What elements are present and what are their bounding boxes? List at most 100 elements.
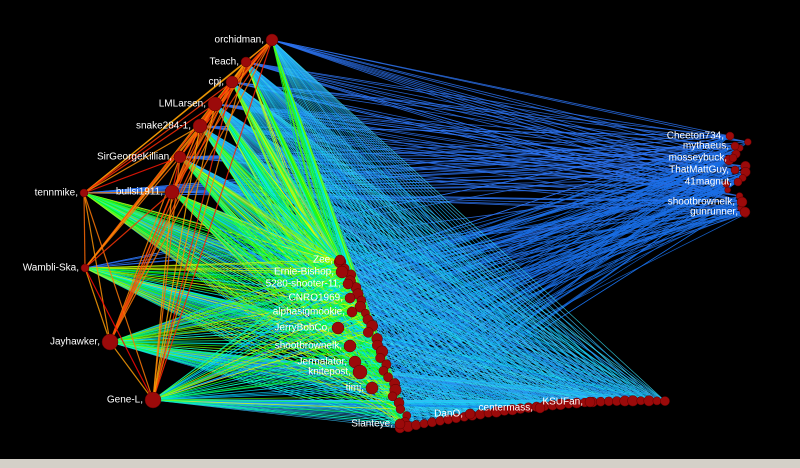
node-label: ThatMattGuy, <box>669 165 729 176</box>
edge <box>171 191 361 308</box>
edge <box>271 39 373 389</box>
edge <box>271 39 441 422</box>
edge <box>109 81 233 343</box>
node <box>362 327 374 338</box>
edge <box>152 325 373 401</box>
edge <box>271 39 618 402</box>
edge <box>152 280 351 401</box>
edge <box>171 191 362 301</box>
node-label: Zee, <box>313 255 333 266</box>
node-label: 5280-shooter-11, <box>266 279 341 290</box>
node-label: Cheeton734, <box>667 131 724 142</box>
edge <box>152 327 339 401</box>
node <box>80 263 90 273</box>
edge <box>152 387 373 401</box>
edge <box>83 103 216 194</box>
nodes <box>79 33 752 434</box>
node-label: Gene-L, <box>107 395 143 406</box>
node <box>101 333 119 351</box>
edge <box>231 81 634 402</box>
edge <box>109 341 154 401</box>
node <box>730 141 740 151</box>
edge <box>271 39 341 263</box>
edge <box>179 156 666 402</box>
edge <box>83 192 366 314</box>
edge <box>84 261 341 269</box>
edge <box>83 156 181 194</box>
edge <box>84 267 577 404</box>
edge <box>214 103 352 276</box>
edge <box>171 191 387 365</box>
edge <box>83 192 383 352</box>
edge <box>271 39 734 159</box>
edge <box>245 61 666 402</box>
taskbar <box>0 459 800 468</box>
node-label: 41magnut, <box>685 177 732 188</box>
edge <box>152 287 357 401</box>
node <box>365 381 379 395</box>
edge <box>152 357 381 401</box>
edge <box>84 267 362 301</box>
edge <box>83 192 154 401</box>
edge <box>109 271 343 343</box>
edge <box>109 312 366 343</box>
edge <box>83 159 730 194</box>
edge <box>271 39 626 402</box>
edge <box>361 169 736 301</box>
edge <box>109 280 351 343</box>
edge <box>171 189 728 193</box>
edge <box>152 364 387 401</box>
edge <box>152 370 384 401</box>
node <box>730 165 740 175</box>
edge <box>152 319 368 401</box>
node-label: tennmike, <box>35 188 78 199</box>
edge <box>214 103 373 327</box>
node <box>375 353 386 363</box>
node-label: mosseybuck, <box>669 153 727 164</box>
edge <box>179 156 341 263</box>
edge <box>271 39 634 402</box>
node <box>464 408 476 420</box>
edge <box>83 192 378 340</box>
edge <box>109 341 406 423</box>
node <box>728 153 738 163</box>
edge <box>84 191 173 269</box>
edge <box>83 125 201 194</box>
edge <box>152 399 405 423</box>
edge <box>83 61 247 194</box>
edge <box>84 267 111 343</box>
node-label: cpj, <box>208 77 224 88</box>
node <box>164 184 180 200</box>
node <box>643 395 655 407</box>
edge <box>83 192 351 282</box>
edge <box>271 39 749 143</box>
node <box>604 396 614 407</box>
edge <box>152 191 173 401</box>
edge <box>179 156 387 365</box>
edge <box>171 191 634 402</box>
edge <box>109 293 358 343</box>
node <box>173 150 187 164</box>
edge <box>109 287 357 343</box>
edge <box>83 135 730 194</box>
edge <box>83 192 86 269</box>
edge <box>84 125 201 269</box>
edge <box>171 191 359 295</box>
edge <box>109 319 368 343</box>
node-label: JerryBobCo, <box>274 323 330 334</box>
edge <box>84 267 343 273</box>
node <box>744 138 752 146</box>
edge <box>152 103 216 401</box>
node <box>192 118 208 134</box>
edge <box>377 169 736 346</box>
node <box>736 196 748 208</box>
edge <box>386 177 743 365</box>
edge <box>84 267 389 378</box>
edge <box>171 191 351 282</box>
edge <box>84 267 356 288</box>
edge <box>83 177 743 194</box>
edge <box>152 399 401 429</box>
edge <box>152 376 389 401</box>
edge <box>171 191 666 402</box>
